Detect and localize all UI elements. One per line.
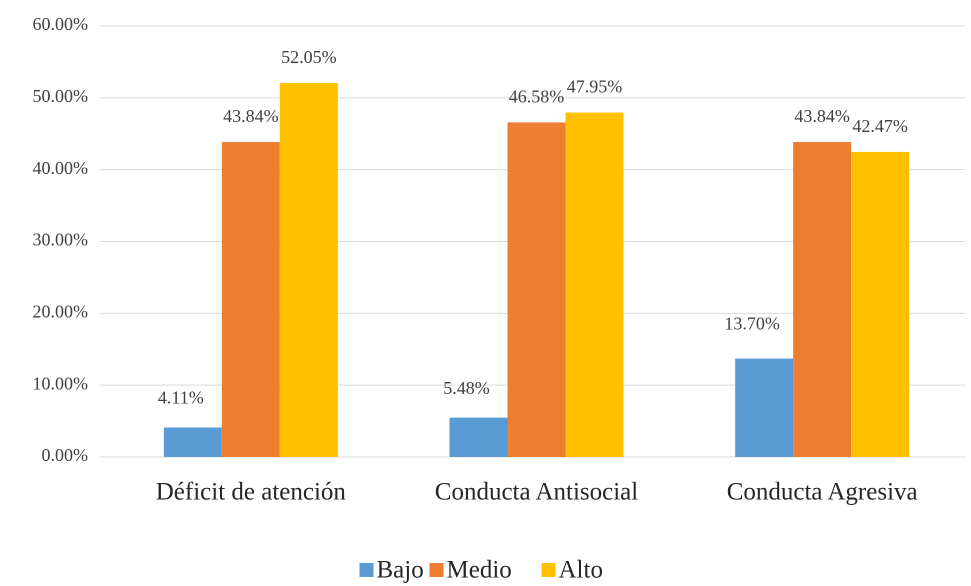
bar [735,358,794,457]
x-tick-label: Conducta Agresiva [727,479,918,506]
x-tick-label: Conducta Antisocial [435,479,638,506]
legend-swatch [429,563,444,577]
y-tick-label: 60.00% [33,14,89,34]
value-label: 42.47% [852,116,908,136]
legend-label: Bajo [377,557,424,584]
bar [507,122,566,457]
legend-label: Medio [447,557,512,584]
y-tick-label: 0.00% [42,445,89,465]
y-tick-label: 40.00% [33,158,89,178]
y-tick-label: 50.00% [33,86,89,106]
legend-label: Alto [559,557,603,584]
y-tick-label: 20.00% [33,301,89,321]
bar [279,83,338,458]
bar [793,142,852,457]
bar [565,112,624,457]
value-label: 47.95% [567,77,623,97]
value-label: 5.48% [443,378,490,398]
legend-swatch [359,563,374,577]
bar [449,417,508,457]
y-tick-label: 10.00% [33,373,89,393]
value-label: 52.05% [281,47,337,67]
value-label: 13.70% [724,314,780,334]
value-label: 43.84% [794,106,850,126]
x-tick-label: Déficit de atención [156,479,347,506]
bar [163,427,222,457]
value-label: 4.11% [158,388,204,408]
y-tick-label: 30.00% [33,230,89,250]
value-label: 46.58% [509,87,565,107]
value-label: 43.84% [223,106,279,126]
bar [221,142,280,457]
legend-swatch [541,563,556,577]
bar [851,151,910,457]
